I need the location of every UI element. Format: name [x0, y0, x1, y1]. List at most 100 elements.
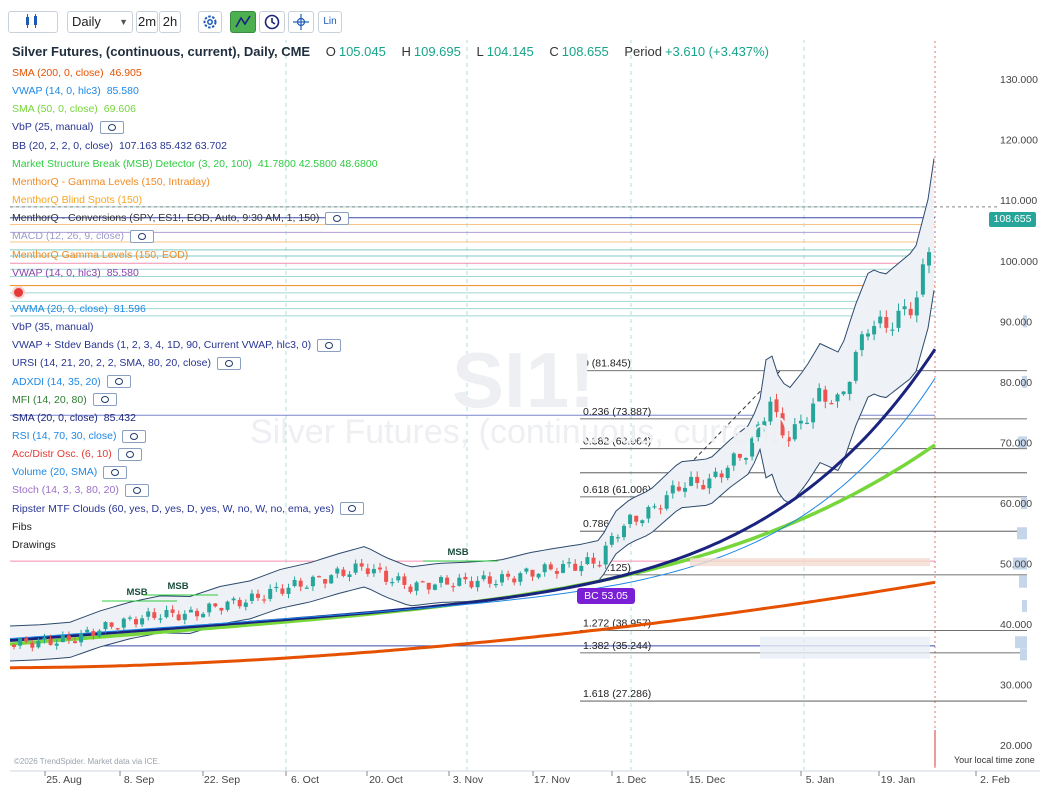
- indicator-row[interactable]: VWAP (14, 0, hlc3) 85.580: [12, 84, 139, 98]
- indicator-row[interactable]: ADXDI (14, 35, 20): [12, 375, 131, 389]
- candle-body: [847, 381, 852, 395]
- range-2m-button[interactable]: 2m: [136, 11, 158, 33]
- candle-body: [536, 573, 541, 578]
- bb-upper: [9, 158, 935, 627]
- y-tick-label: 80.000: [1000, 377, 1032, 389]
- candle-body: [896, 310, 901, 328]
- indicator-row[interactable]: MenthorQ - Conversions (SPY, ES1!, EOD, …: [12, 211, 350, 225]
- indicator-row[interactable]: RSI (14, 70, 30, close): [12, 429, 147, 443]
- open-value: 105.045: [338, 44, 386, 59]
- timeframe-label: Daily: [72, 14, 101, 29]
- indicator-label: Ripster MTF Clouds (60, yes, D, yes, D, …: [12, 502, 335, 515]
- candle-body: [213, 603, 218, 607]
- candle-body: [310, 576, 315, 587]
- indicator-row[interactable]: Stoch (14, 3, 3, 80, 20): [12, 483, 149, 498]
- candle-body: [323, 579, 328, 584]
- candle-body: [317, 576, 321, 578]
- candle-body: [841, 391, 846, 395]
- eye-icon[interactable]: [325, 211, 350, 225]
- indicator-row[interactable]: Market Structure Break (MSB) Detector (3…: [12, 157, 378, 171]
- candle-body: [91, 631, 96, 636]
- candle-body: [805, 422, 809, 425]
- scale-lin-button[interactable]: Lin: [318, 11, 342, 33]
- candle-body: [603, 545, 608, 565]
- chart-type-button[interactable]: [8, 11, 58, 33]
- indicator-row[interactable]: VWAP (14, 0, hlc3) 85.580: [12, 266, 139, 280]
- eye-icon[interactable]: [317, 338, 342, 352]
- indicator-row[interactable]: VWAP + Stdev Bands (1, 2, 3, 4, 1D, 90, …: [12, 338, 342, 352]
- candle-body: [292, 579, 297, 587]
- candle-body: [195, 610, 199, 617]
- replay-button[interactable]: [259, 11, 285, 33]
- indicator-row[interactable]: Fibs: [12, 520, 32, 534]
- candle-body: [615, 537, 620, 539]
- chart-header: Silver Futures, (continuous, current), D…: [12, 44, 769, 59]
- indicator-row[interactable]: [12, 284, 25, 299]
- indicator-row[interactable]: SMA (50, 0, close) 69.606: [12, 102, 136, 116]
- fib-label: 1.382 (35.244): [583, 640, 651, 652]
- indicator-row[interactable]: SMA (20, 0, close) 85.432: [12, 411, 136, 425]
- indicator-row[interactable]: MenthorQ Gamma Levels (150, EOD): [12, 248, 188, 262]
- settings-button[interactable]: [198, 11, 222, 33]
- candle-body: [567, 562, 572, 564]
- indicator-row[interactable]: Drawings: [12, 538, 56, 552]
- candle-body: [902, 306, 907, 310]
- candle-body: [554, 571, 559, 574]
- volume-profile-bar: [1020, 648, 1027, 661]
- msb-label: MSB: [126, 587, 147, 598]
- indicator-row[interactable]: Ripster MTF Clouds (60, yes, D, yes, D, …: [12, 502, 365, 516]
- sma-200-line: [10, 580, 936, 670]
- candle-body: [73, 641, 77, 644]
- candle-body: [115, 628, 120, 630]
- eye-icon[interactable]: [130, 230, 155, 244]
- eye-icon[interactable]: [122, 429, 147, 443]
- x-tick-label: 8. Sep: [124, 774, 155, 786]
- candle-body: [121, 618, 126, 628]
- eye-icon[interactable]: [103, 466, 128, 480]
- candle-body: [378, 567, 382, 570]
- candle-body: [182, 613, 187, 620]
- open-label: O: [325, 44, 336, 59]
- indicator-row[interactable]: VbP (25, manual): [12, 120, 124, 135]
- indicator-row[interactable]: MFI (14, 20, 80): [12, 393, 117, 407]
- bc-tag[interactable]: BC 53.05: [577, 588, 635, 604]
- crosshair-button[interactable]: [288, 11, 314, 33]
- indicator-row[interactable]: Acc/Distr Osc. (6, 10): [12, 447, 142, 461]
- eye-icon[interactable]: [117, 447, 142, 461]
- indicator-value: 81.596: [113, 302, 146, 315]
- indicator-row[interactable]: SMA (200, 0, close) 46.905: [12, 66, 142, 80]
- x-tick-label: 25. Aug: [46, 774, 82, 786]
- fib-label: 0 (81.845): [583, 358, 631, 370]
- alert-dot-icon[interactable]: [12, 285, 25, 299]
- eye-icon[interactable]: [340, 502, 365, 516]
- draw-tool-button[interactable]: [230, 11, 256, 33]
- timezone-button[interactable]: Your local time zone: [954, 755, 1035, 765]
- candle-body: [792, 424, 797, 440]
- indicator-row[interactable]: MenthorQ - Gamma Levels (150, Intraday): [12, 175, 210, 189]
- indicator-row[interactable]: Volume (20, SMA): [12, 465, 128, 480]
- eye-icon[interactable]: [217, 357, 242, 371]
- fib-label: 1.618 (27.286): [583, 688, 651, 700]
- indicator-row[interactable]: VbP (35, manual): [12, 320, 94, 334]
- candle-body: [835, 394, 840, 402]
- indicator-row[interactable]: MenthorQ Blind Spots (150): [12, 193, 142, 207]
- indicator-row[interactable]: BB (20, 2, 2, 0, close) 107.163 85.432 63…: [12, 139, 227, 153]
- volume-profile-bar: [1019, 575, 1027, 588]
- eye-icon[interactable]: [124, 484, 149, 498]
- indicator-row[interactable]: URSI (14, 21, 20, 2, 2, SMA, 80, 20, clo…: [12, 356, 242, 371]
- candles-icon: [26, 14, 37, 28]
- range-2h-button[interactable]: 2h: [159, 11, 181, 33]
- volume-profile-bar: [1013, 557, 1027, 570]
- timeframe-select[interactable]: Daily ▼: [67, 11, 133, 33]
- eye-icon[interactable]: [92, 393, 117, 407]
- eye-icon[interactable]: [106, 375, 131, 389]
- close-label: C: [549, 44, 559, 59]
- indicator-row[interactable]: VWMA (20, 0, close) 81.596: [12, 302, 146, 316]
- eye-icon[interactable]: [99, 121, 124, 135]
- indicator-label: MFI (14, 20, 80): [12, 393, 87, 406]
- y-tick-label: 50.000: [1000, 559, 1032, 571]
- indicator-label: SMA (200, 0, close): [12, 67, 104, 79]
- candle-body: [256, 593, 260, 598]
- indicator-row[interactable]: MACD (12, 26, 9, close): [12, 229, 155, 244]
